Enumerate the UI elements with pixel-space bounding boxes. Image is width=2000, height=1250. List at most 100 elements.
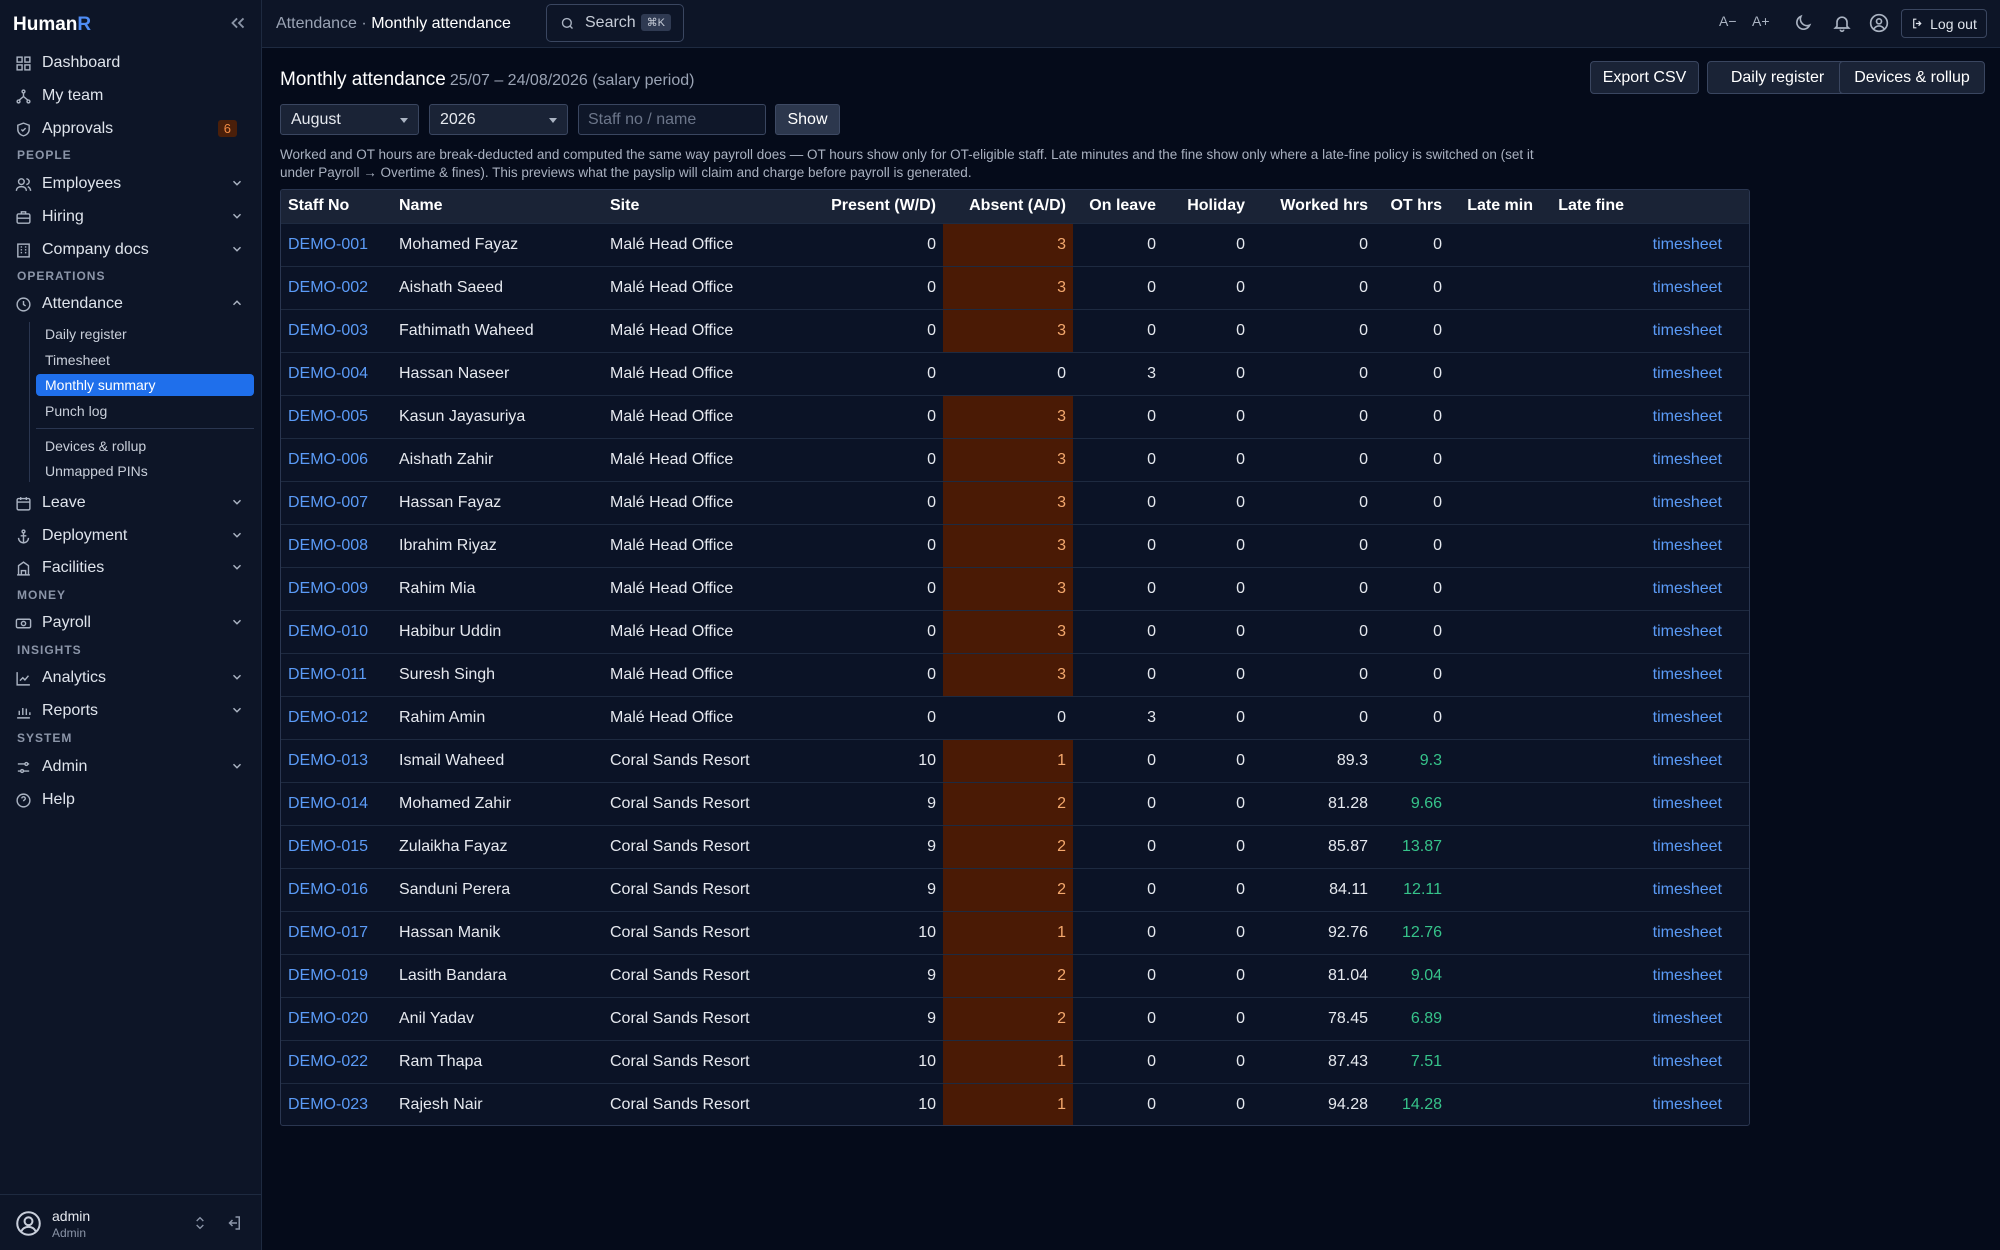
staff-no-link[interactable]: DEMO-016 — [288, 880, 369, 898]
year-select[interactable]: 2026 — [429, 104, 568, 135]
bell-icon[interactable] — [1832, 13, 1852, 33]
staff-no-link[interactable]: DEMO-002 — [288, 278, 369, 296]
column-header-holiday[interactable]: Holiday — [1187, 197, 1245, 215]
staff-no-link[interactable]: DEMO-010 — [288, 622, 369, 640]
breadcrumb-parent[interactable]: Attendance — [276, 15, 357, 32]
staff-no-link[interactable]: DEMO-019 — [288, 966, 369, 984]
column-header-name[interactable]: Name — [399, 197, 443, 215]
sidebar-subitem-monthly-summary[interactable]: Monthly summary — [36, 374, 254, 396]
sidebar-item-company-docs[interactable]: Company docs — [14, 236, 254, 264]
column-header-present[interactable]: Present (W/D) — [831, 197, 936, 215]
column-header-site[interactable]: Site — [610, 197, 640, 215]
month-select[interactable]: August — [280, 104, 419, 135]
timesheet-link[interactable]: timesheet — [1652, 966, 1722, 984]
timesheet-link[interactable]: timesheet — [1652, 1052, 1722, 1070]
brand-logo[interactable]: HumanR — [13, 14, 91, 36]
sidebar-subitem-punch-log[interactable]: Punch log — [45, 403, 108, 419]
sidebar-item-payroll[interactable]: Payroll — [14, 609, 254, 637]
staff-no-link[interactable]: DEMO-014 — [288, 794, 369, 812]
staff-no-cell[interactable]: DEMO-001 — [281, 223, 392, 266]
staff-no-cell[interactable]: DEMO-023 — [281, 1083, 392, 1125]
staff-no-link[interactable]: DEMO-003 — [288, 321, 369, 339]
staff-no-cell[interactable]: DEMO-002 — [281, 266, 392, 309]
timesheet-link[interactable]: timesheet — [1652, 708, 1722, 726]
staff-no-link[interactable]: DEMO-006 — [288, 450, 369, 468]
timesheet-link[interactable]: timesheet — [1652, 751, 1722, 769]
staff-no-link[interactable]: DEMO-022 — [288, 1052, 369, 1070]
staff-no-cell[interactable]: DEMO-007 — [281, 481, 392, 524]
column-header-staff-no[interactable]: Staff No — [288, 197, 350, 215]
sidebar-item-analytics[interactable]: Analytics — [14, 664, 254, 692]
staff-search-input[interactable] — [578, 104, 766, 135]
staff-no-cell[interactable]: DEMO-011 — [281, 653, 392, 696]
collapse-sidebar-icon[interactable] — [227, 12, 249, 34]
user-menu[interactable]: admin Admin — [0, 1194, 262, 1250]
devices-rollup-button[interactable]: Devices & rollup — [1839, 61, 1985, 94]
staff-no-link[interactable]: DEMO-020 — [288, 1009, 369, 1027]
staff-no-cell[interactable]: DEMO-016 — [281, 868, 392, 911]
timesheet-link[interactable]: timesheet — [1652, 665, 1722, 683]
staff-no-link[interactable]: DEMO-001 — [288, 235, 369, 253]
moon-icon[interactable] — [1793, 13, 1813, 33]
timesheet-link[interactable]: timesheet — [1652, 1095, 1722, 1113]
timesheet-link[interactable]: timesheet — [1652, 880, 1722, 898]
staff-no-link[interactable]: DEMO-007 — [288, 493, 369, 511]
logout-button[interactable]: Log out — [1901, 9, 1987, 38]
sidebar-item-help[interactable]: Help — [14, 786, 254, 814]
sidebar-item-leave[interactable]: Leave — [14, 489, 254, 517]
column-header-late-min[interactable]: Late min — [1467, 197, 1533, 215]
sidebar-item-reports[interactable]: Reports — [14, 697, 254, 725]
staff-no-link[interactable]: DEMO-005 — [288, 407, 369, 425]
staff-no-cell[interactable]: DEMO-003 — [281, 309, 392, 352]
column-header-absent[interactable]: Absent (A/D) — [969, 197, 1066, 215]
chevron-updown-icon[interactable] — [192, 1215, 208, 1231]
staff-no-cell[interactable]: DEMO-006 — [281, 438, 392, 481]
show-button[interactable]: Show — [775, 104, 840, 135]
timesheet-link[interactable]: timesheet — [1652, 1009, 1722, 1027]
user-circle-icon[interactable] — [1869, 13, 1889, 33]
daily-register-button[interactable]: Daily register — [1707, 61, 1848, 94]
search-button[interactable]: Search ⌘K — [546, 4, 684, 42]
staff-no-cell[interactable]: DEMO-019 — [281, 954, 392, 997]
font-larger-button[interactable]: A+ — [1752, 13, 1770, 29]
staff-no-link[interactable]: DEMO-017 — [288, 923, 369, 941]
font-smaller-button[interactable]: A− — [1719, 13, 1737, 29]
timesheet-link[interactable]: timesheet — [1652, 235, 1722, 253]
timesheet-link[interactable]: timesheet — [1652, 622, 1722, 640]
timesheet-link[interactable]: timesheet — [1652, 794, 1722, 812]
sidebar-item-employees[interactable]: Employees — [14, 170, 254, 198]
timesheet-link[interactable]: timesheet — [1652, 536, 1722, 554]
staff-no-link[interactable]: DEMO-015 — [288, 837, 369, 855]
staff-no-link[interactable]: DEMO-011 — [288, 665, 367, 683]
staff-no-cell[interactable]: DEMO-013 — [281, 739, 392, 782]
sidebar-item-my-team[interactable]: My team — [14, 82, 254, 110]
staff-no-link[interactable]: DEMO-012 — [288, 708, 369, 726]
timesheet-link[interactable]: timesheet — [1652, 579, 1722, 597]
timesheet-link[interactable]: timesheet — [1652, 923, 1722, 941]
timesheet-link[interactable]: timesheet — [1652, 364, 1722, 382]
timesheet-link[interactable]: timesheet — [1652, 837, 1722, 855]
timesheet-link[interactable]: timesheet — [1652, 493, 1722, 511]
staff-no-cell[interactable]: DEMO-017 — [281, 911, 392, 954]
staff-no-cell[interactable]: DEMO-012 — [281, 696, 392, 739]
sidebar-item-approvals[interactable]: Approvals 6 — [14, 115, 254, 143]
sidebar-item-admin[interactable]: Admin — [14, 753, 254, 781]
timesheet-link[interactable]: timesheet — [1652, 407, 1722, 425]
staff-no-cell[interactable]: DEMO-020 — [281, 997, 392, 1040]
staff-no-cell[interactable]: DEMO-010 — [281, 610, 392, 653]
sidebar-item-deployment[interactable]: Deployment — [14, 522, 254, 550]
staff-no-link[interactable]: DEMO-023 — [288, 1095, 369, 1113]
sidebar-subitem-unmapped-pins[interactable]: Unmapped PINs — [45, 463, 148, 479]
sidebar-item-hiring[interactable]: Hiring — [14, 203, 254, 231]
timesheet-link[interactable]: timesheet — [1652, 450, 1722, 468]
sidebar-item-facilities[interactable]: Facilities — [14, 554, 254, 582]
staff-no-link[interactable]: DEMO-009 — [288, 579, 369, 597]
column-header-late-fine[interactable]: Late fine — [1558, 197, 1624, 215]
sidebar-subitem-timesheet[interactable]: Timesheet — [45, 352, 110, 368]
staff-no-link[interactable]: DEMO-004 — [288, 364, 369, 382]
staff-no-cell[interactable]: DEMO-015 — [281, 825, 392, 868]
sign-out-icon[interactable] — [225, 1214, 243, 1232]
timesheet-link[interactable]: timesheet — [1652, 278, 1722, 296]
staff-no-cell[interactable]: DEMO-008 — [281, 524, 392, 567]
column-header-worked-hrs[interactable]: Worked hrs — [1280, 197, 1368, 215]
